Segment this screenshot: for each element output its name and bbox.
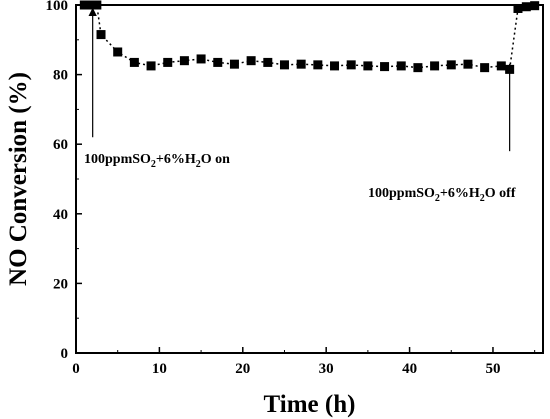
data-point bbox=[513, 3, 523, 13]
data-point bbox=[229, 59, 239, 69]
data-point bbox=[179, 56, 189, 66]
data-point bbox=[296, 59, 306, 69]
data-point bbox=[330, 61, 340, 71]
x-tick-label: 50 bbox=[485, 361, 500, 377]
data-point bbox=[196, 54, 206, 64]
data-point bbox=[480, 63, 490, 73]
data-point bbox=[446, 60, 456, 70]
data-point bbox=[146, 61, 156, 71]
data-point bbox=[113, 47, 123, 57]
y-tick-label: 0 bbox=[61, 346, 69, 362]
data-point bbox=[313, 60, 323, 70]
data-point bbox=[96, 30, 106, 40]
data-point bbox=[92, 0, 102, 10]
annotation-segment: O on bbox=[201, 152, 230, 167]
x-tick-label: 0 bbox=[72, 361, 80, 377]
data-point bbox=[396, 61, 406, 71]
annotation-segment: O off bbox=[485, 186, 516, 201]
data-point bbox=[263, 57, 273, 67]
data-point bbox=[246, 56, 256, 66]
data-point bbox=[430, 61, 440, 71]
data-point bbox=[279, 60, 289, 70]
annotation-segment: +6%H bbox=[440, 186, 480, 201]
annotation-text: 100ppmSO2+6%H2O off bbox=[368, 186, 516, 204]
data-point bbox=[413, 63, 423, 73]
data-point bbox=[496, 61, 506, 71]
x-axis-title: Time (h) bbox=[264, 391, 356, 418]
data-point bbox=[346, 60, 356, 70]
plot-frame bbox=[75, 4, 544, 354]
data-point bbox=[213, 57, 223, 67]
annotation-subscript: 2 bbox=[151, 159, 156, 170]
data-point bbox=[129, 57, 139, 67]
plot-layer: 0 10 20 30 40 50 0 20 40 60 80 100 Time (h) NO Conver… bbox=[5, 0, 544, 418]
y-tick-label: 40 bbox=[53, 207, 68, 223]
x-tick-label: 30 bbox=[319, 361, 334, 377]
data-point bbox=[521, 2, 531, 12]
x-tick-label: 40 bbox=[402, 361, 417, 377]
y-tick-label: 100 bbox=[46, 0, 69, 14]
annotation-segment: 100ppmSO bbox=[84, 152, 151, 167]
data-point bbox=[380, 62, 390, 72]
annotation-subscript: 2 bbox=[196, 159, 201, 170]
annotation-subscript: 2 bbox=[435, 193, 440, 204]
annotation-text: 100ppmSO2+6%H2O on bbox=[84, 152, 230, 170]
data-point bbox=[363, 61, 373, 71]
x-tick-label: 10 bbox=[152, 361, 167, 377]
y-tick-label: 80 bbox=[53, 68, 68, 84]
data-point bbox=[163, 57, 173, 67]
data-point bbox=[463, 59, 473, 69]
x-tick-label: 20 bbox=[235, 361, 250, 377]
annotation-segment: +6%H bbox=[156, 152, 196, 167]
y-axis-title: NO Conversion (%) bbox=[5, 72, 32, 286]
annotation-subscript: 2 bbox=[480, 193, 485, 204]
y-tick-label: 60 bbox=[53, 137, 68, 153]
data-point bbox=[530, 1, 540, 11]
y-tick-label: 20 bbox=[53, 276, 68, 292]
annotation-segment: 100ppmSO bbox=[368, 186, 435, 201]
